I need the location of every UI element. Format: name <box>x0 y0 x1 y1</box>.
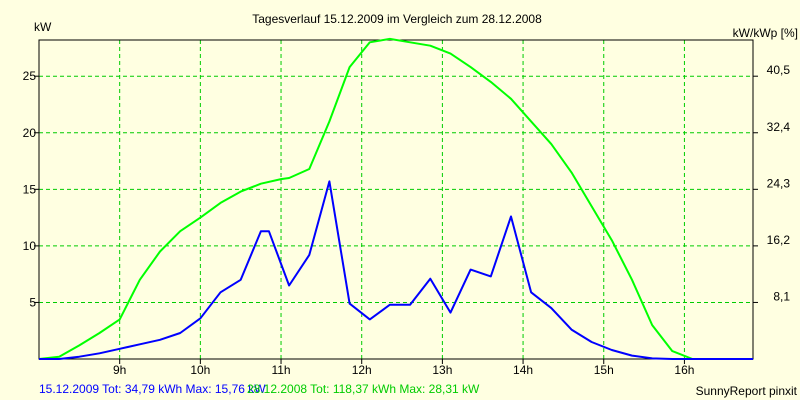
x-tick-label: 15h <box>594 363 614 377</box>
series <box>38 37 753 360</box>
x-tick-label: 11h <box>271 363 290 377</box>
y-tick-label-left: 5 <box>29 295 36 309</box>
x-tick-label: 9h <box>113 363 126 377</box>
y-axis-left-label: kW <box>34 20 52 34</box>
y-tick-label-right: 24,3 <box>767 176 791 190</box>
x-tick-label: 14h <box>513 363 533 377</box>
y-tick-label-left: 10 <box>23 239 37 253</box>
series-line <box>38 37 753 360</box>
y-tick-label-left: 25 <box>23 69 37 83</box>
y-tick-label-right: 40,5 <box>767 63 791 77</box>
x-tick-label: 16h <box>674 363 694 377</box>
y-tick-label-left: 20 <box>23 126 37 140</box>
x-tick-label: 13h <box>432 363 452 377</box>
y-tick-label-right: 32,4 <box>767 120 791 134</box>
y-tick-label-right: 16,2 <box>767 233 791 247</box>
legend-series-2: 28.12.2008 Tot: 118,37 kWh Max: 28,31 kW <box>247 382 480 396</box>
grid <box>39 40 753 359</box>
y-tick-label-left: 15 <box>23 182 37 196</box>
axis-ticks: 9h 10h 11h 12h 13h 14h 15h 16h 5 10 15 20 25 8,1 16,2 2… <box>23 63 791 377</box>
x-tick-label: 10h <box>190 363 210 377</box>
series-line <box>39 180 753 360</box>
y-tick-label-right: 8,1 <box>773 289 790 303</box>
legend-series-1: 15.12.2009 Tot: 34,79 kWh Max: 15,76 kW <box>39 382 266 396</box>
chart-title: Tagesverlauf 15.12.2009 im Vergleich zum… <box>252 12 542 26</box>
x-tick-label: 12h <box>352 363 372 377</box>
y-axis-right-label: kW/kWp [%] <box>733 26 798 40</box>
credit-text: SunnyReport pinxit <box>696 384 798 398</box>
